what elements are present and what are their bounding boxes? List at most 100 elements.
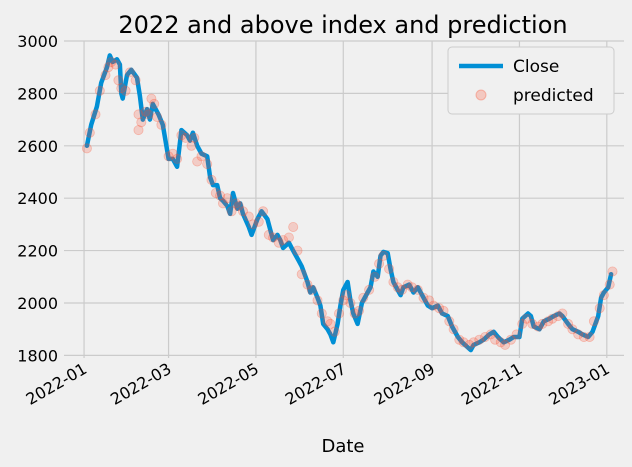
predicted-point [434,303,445,314]
predicted-point [206,174,217,185]
y-tick-label: 2600 [17,137,58,156]
predicted-point [378,250,389,261]
predicted-point [406,282,417,293]
predicted-point [196,151,207,162]
predicted-point [444,316,455,327]
predicted-point [338,295,349,306]
predicted-point [312,295,323,306]
legend-close-label: Close [513,57,559,77]
predicted-point [100,70,111,81]
predicted-point [458,337,469,348]
predicted-point [233,200,244,211]
predicted-point [140,106,151,117]
predicted-point [598,290,609,301]
predicted-point [120,85,131,96]
predicted-point [90,109,101,120]
predicted-point [424,295,435,306]
predicted-point [106,57,117,68]
predicted-point [113,75,124,86]
predicted-point [567,324,578,335]
predicted-point [152,112,163,123]
predicted-point [464,339,475,350]
predicted-point [402,279,413,290]
predicted-point [412,284,423,295]
predicted-point [396,284,407,295]
predicted-point [124,67,135,78]
predicted-point [253,216,264,227]
predicted-point [258,206,269,217]
predicted-point [474,334,485,345]
predicted-point [215,190,226,201]
predicted-point [537,318,548,329]
predicted-point [369,271,380,282]
predicted-point [156,119,167,130]
predicted-point [438,305,449,316]
predicted-point [202,159,213,170]
predicted-point [302,279,313,290]
predicted-point [180,132,191,143]
predicted-point [333,308,344,319]
predicted-point [384,263,395,274]
predicted-point [288,221,299,232]
predicted-point [94,85,105,96]
predicted-point [263,229,274,240]
predicted-point [325,318,336,329]
predicted-point [217,198,228,209]
predicted-point [136,117,147,128]
close-series [84,53,614,353]
predicted-point [278,235,289,246]
predicted-point [172,153,183,164]
predicted-point [322,316,333,327]
predicted-point [448,324,459,335]
predicted-point [392,282,403,293]
predicted-point [133,125,144,136]
predicted-point [237,206,248,217]
predicted-point [116,83,127,94]
predicted-point [454,334,465,345]
y-tick-label: 3000 [17,32,58,51]
predicted-point [146,93,157,104]
predicted-point [306,284,317,295]
predicted-point [103,62,114,73]
y-tick-label: 2000 [17,294,58,313]
predicted-point [149,98,160,109]
y-tick-label: 2800 [17,84,58,103]
legend-predicted-swatch [475,89,487,101]
predicted-point [553,311,564,322]
legend-predicted-label: predicted [513,86,594,106]
y-tick-label: 1800 [17,346,58,365]
x-axis-label: Date [321,436,364,457]
predicted-point [192,156,203,167]
y-axis-ticks: 1800 2000 2200 2400 2600 2800 3000 [17,32,58,365]
predicted-point [374,258,385,269]
predicted-point [296,269,307,280]
predicted-point [349,308,360,319]
predicted-point [84,127,95,138]
predicted-point [230,198,241,209]
predicted-point [543,316,554,327]
predicted-point [186,140,197,151]
predicted-point [222,193,233,204]
predicted-point [573,329,584,340]
predicted-point [547,313,558,324]
predicted-point [364,284,375,295]
predicted-point [226,206,237,217]
predicted-point [388,276,399,287]
predicted-point [210,187,221,198]
predicted-point [248,219,259,230]
predicted-point [557,308,568,319]
predicted-point [584,331,595,342]
y-tick-label: 2400 [17,189,58,208]
y-tick-label: 2200 [17,242,58,261]
predicted-point [176,130,187,141]
predicted-point [268,232,279,243]
predicted-point [163,151,174,162]
predicted-point [345,297,356,308]
predicted-point [468,337,479,348]
chart-title: 2022 and above index and prediction [118,11,567,39]
predicted-point [505,334,516,345]
predicted-point [588,316,599,327]
predicted-point [533,321,544,332]
predicted-point [341,290,352,301]
